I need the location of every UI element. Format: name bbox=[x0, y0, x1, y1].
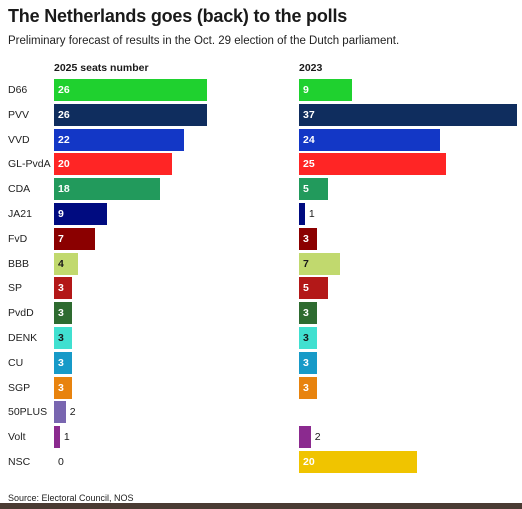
column-header-2023: 2023 bbox=[299, 62, 323, 74]
bar-cda-2025 bbox=[54, 178, 161, 201]
bar-d66-2025 bbox=[54, 79, 208, 101]
bar-pvdd-2025 bbox=[54, 302, 72, 325]
bar-cda-2023 bbox=[299, 178, 329, 201]
bar-ja21-2025 bbox=[54, 203, 108, 225]
party-label-nsc: NSC bbox=[8, 456, 31, 468]
value-label-sgp-2023: 3 bbox=[303, 381, 309, 394]
party-label-d66: D66 bbox=[8, 84, 28, 96]
bar-d66-2023 bbox=[299, 79, 353, 101]
bar-cu-2025 bbox=[54, 351, 72, 374]
bar-fvd-2025 bbox=[54, 227, 96, 250]
value-label-volt-2025: 1 bbox=[63, 431, 70, 444]
source-note: Source: Electoral Council, NOS bbox=[8, 493, 134, 503]
bar-vvd-2023 bbox=[299, 128, 441, 151]
bar-ja21-2023 bbox=[299, 203, 305, 225]
value-label-fvd-2025: 7 bbox=[58, 232, 64, 245]
party-label-50plus: 50PLUS bbox=[8, 406, 48, 419]
value-label-bbb-2023: 7 bbox=[303, 257, 309, 270]
party-label-gl-pvda: GL-PvdA bbox=[8, 158, 51, 171]
party-label-fvd: FvD bbox=[8, 232, 28, 245]
value-label-gl-pvda-2023: 25 bbox=[303, 158, 315, 171]
value-label-ja21-2025: 9 bbox=[58, 208, 64, 220]
value-label-gl-pvda-2025: 20 bbox=[58, 158, 70, 171]
chart-subtitle: Preliminary forecast of results in the O… bbox=[8, 35, 400, 47]
bar-sgp-2023 bbox=[299, 376, 317, 399]
party-label-volt: Volt bbox=[8, 431, 26, 444]
value-label-cu-2023: 3 bbox=[303, 356, 309, 369]
bar-bbb-2025 bbox=[54, 252, 78, 275]
party-label-cu: CU bbox=[8, 356, 24, 369]
bottom-strip bbox=[0, 503, 522, 509]
value-label-denk-2025: 3 bbox=[58, 332, 64, 344]
bar-volt-2023 bbox=[299, 426, 311, 449]
bar-denk-2023 bbox=[299, 327, 317, 349]
party-label-vvd: VVD bbox=[8, 133, 30, 146]
bar-fvd-2023 bbox=[299, 227, 317, 250]
bar-pvv-2025 bbox=[54, 103, 208, 126]
bar-sp-2023 bbox=[299, 277, 329, 300]
value-label-pvv-2025: 26 bbox=[58, 108, 70, 121]
value-label-sp-2023: 5 bbox=[303, 282, 309, 295]
bar-bbb-2023 bbox=[299, 252, 341, 275]
value-label-vvd-2025: 22 bbox=[58, 133, 70, 146]
bar-50plus-2025 bbox=[54, 401, 66, 424]
value-label-fvd-2023: 3 bbox=[303, 232, 309, 245]
value-label-denk-2023: 3 bbox=[303, 332, 309, 344]
bar-pvv-2023 bbox=[299, 103, 517, 126]
bar-sgp-2025 bbox=[54, 376, 72, 399]
party-label-ja21: JA21 bbox=[8, 208, 32, 220]
party-label-cda: CDA bbox=[8, 183, 31, 196]
bar-volt-2025 bbox=[54, 426, 60, 449]
value-label-nsc-2025: 0 bbox=[58, 456, 64, 468]
value-label-ja21-2023: 1 bbox=[308, 208, 315, 220]
bar-gl-pvda-2025 bbox=[54, 153, 172, 176]
bar-pvdd-2023 bbox=[299, 302, 317, 325]
bar-sp-2025 bbox=[54, 277, 72, 300]
bar-nsc-2023 bbox=[299, 451, 417, 473]
bar-denk-2025 bbox=[54, 327, 72, 349]
value-label-50plus-2025: 2 bbox=[69, 406, 76, 419]
value-label-vvd-2023: 24 bbox=[303, 133, 315, 146]
bar-gl-pvda-2023 bbox=[299, 153, 447, 176]
column-header-2025: 2025 seats number bbox=[54, 62, 149, 74]
party-label-sgp: SGP bbox=[8, 381, 31, 394]
value-label-sgp-2025: 3 bbox=[58, 381, 64, 394]
bar-cu-2023 bbox=[299, 351, 317, 374]
party-label-denk: DENK bbox=[8, 332, 38, 344]
party-label-bbb: BBB bbox=[8, 257, 30, 270]
party-label-sp: SP bbox=[8, 282, 23, 295]
value-label-d66-2023: 9 bbox=[303, 84, 309, 96]
value-label-cu-2025: 3 bbox=[58, 356, 64, 369]
value-label-d66-2025: 26 bbox=[58, 84, 70, 96]
value-label-pvdd-2025: 3 bbox=[58, 307, 64, 320]
value-label-nsc-2023: 20 bbox=[303, 456, 315, 468]
value-label-sp-2025: 3 bbox=[58, 282, 64, 295]
value-label-volt-2023: 2 bbox=[314, 431, 321, 444]
value-label-bbb-2025: 4 bbox=[58, 257, 64, 270]
value-label-cda-2023: 5 bbox=[303, 183, 309, 196]
party-label-pvdd: PvdD bbox=[8, 307, 34, 320]
value-label-pvdd-2023: 3 bbox=[303, 307, 309, 320]
chart-title: The Netherlands goes (back) to the polls bbox=[8, 6, 348, 26]
value-label-pvv-2023: 37 bbox=[303, 108, 315, 121]
value-label-cda-2025: 18 bbox=[58, 183, 70, 196]
party-label-pvv: PVV bbox=[8, 108, 30, 121]
bar-vvd-2025 bbox=[54, 128, 184, 151]
